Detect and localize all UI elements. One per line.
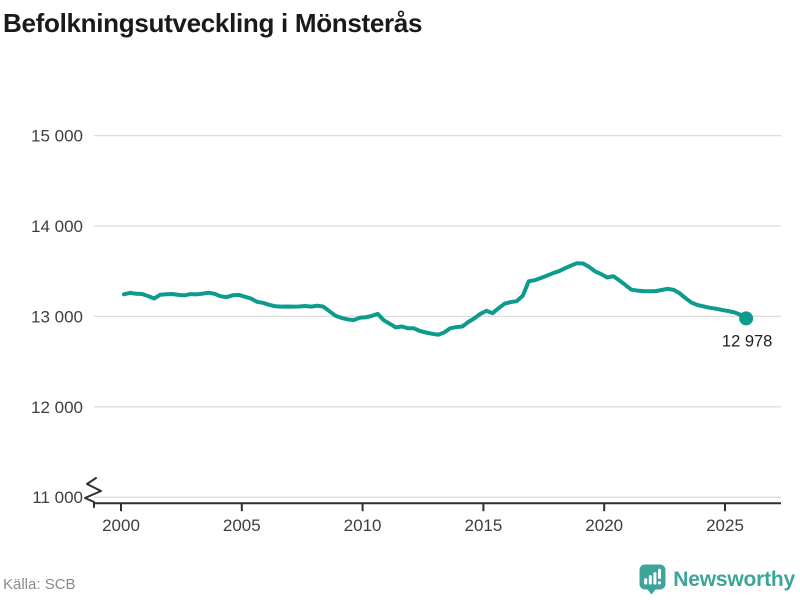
source-label: Källa: SCB (3, 576, 76, 593)
population-series-line (122, 261, 749, 337)
y-tick-label: 15 000 (31, 127, 83, 146)
newsworthy-wordmark: Newsworthy (673, 567, 795, 591)
x-tick-label: 2005 (223, 516, 261, 535)
x-tick-label: 2025 (706, 516, 744, 535)
x-tick-label: 2000 (102, 516, 140, 535)
y-tick-label: 13 000 (31, 307, 83, 326)
y-tick-label: 11 000 (32, 488, 83, 507)
axis-break-icon (84, 477, 102, 508)
last-point-marker (739, 311, 754, 326)
newsworthy-icon (639, 564, 666, 595)
x-tick-label: 2020 (585, 516, 623, 535)
page-title: Befolkningsutveckling i Mönsterås (3, 8, 423, 38)
x-tick-label: 2015 (464, 516, 502, 535)
y-tick-label: 14 000 (31, 217, 83, 236)
last-point-value-label: 12 978 (722, 332, 772, 350)
y-tick-label: 12 000 (31, 398, 83, 417)
newsworthy-logo[interactable]: Newsworthy (639, 564, 795, 595)
x-tick-label: 2010 (344, 516, 382, 535)
